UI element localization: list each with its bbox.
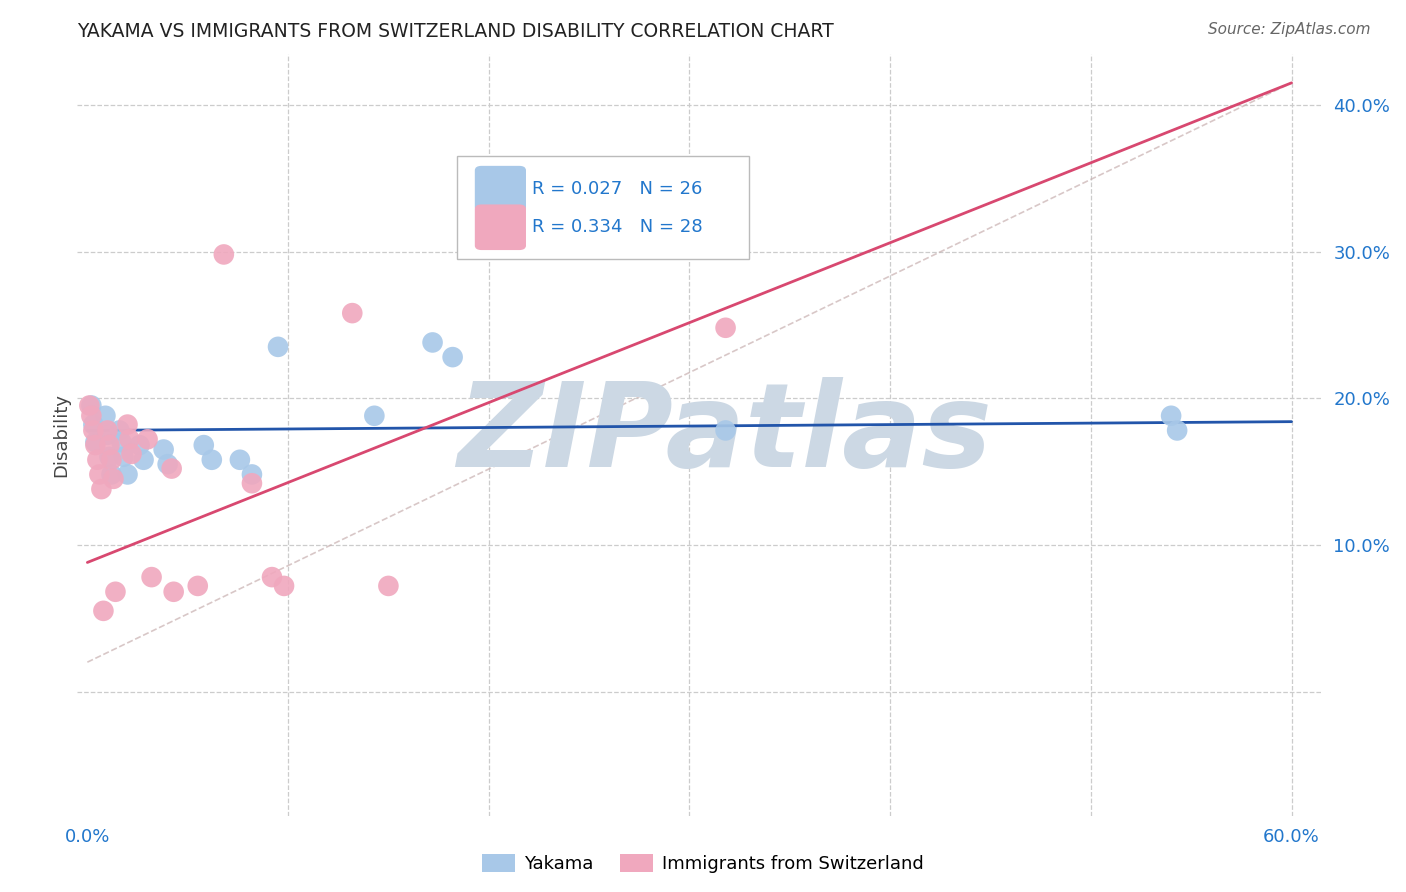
Point: [193, 438, 215, 452]
Point: [156, 457, 179, 471]
Point: [377, 579, 399, 593]
Point: [80, 409, 103, 423]
Point: [363, 409, 385, 423]
Point: [84, 435, 107, 450]
Point: [117, 467, 139, 482]
FancyBboxPatch shape: [475, 205, 526, 250]
Point: [89, 467, 111, 482]
Point: [112, 450, 135, 464]
Point: [128, 438, 150, 452]
Point: [98, 450, 121, 464]
Point: [714, 320, 737, 334]
Point: [80, 399, 103, 413]
Point: [84, 438, 107, 452]
Point: [136, 432, 159, 446]
Point: [104, 584, 127, 599]
FancyBboxPatch shape: [457, 156, 749, 260]
Point: [82, 417, 104, 432]
Point: [267, 340, 290, 354]
Point: [94, 409, 117, 423]
Text: YAKAMA VS IMMIGRANTS FROM SWITZERLAND DISABILITY CORRELATION CHART: YAKAMA VS IMMIGRANTS FROM SWITZERLAND DI…: [77, 22, 834, 41]
Text: ZIPatlas: ZIPatlas: [457, 377, 991, 492]
Point: [229, 452, 252, 467]
Text: R = 0.027   N = 26: R = 0.027 N = 26: [531, 179, 702, 198]
Point: [96, 428, 118, 442]
Point: [273, 579, 295, 593]
Point: [441, 350, 464, 364]
Point: [132, 452, 155, 467]
Point: [90, 482, 112, 496]
Point: [100, 467, 122, 482]
Point: [86, 452, 108, 467]
Point: [117, 417, 139, 432]
Point: [79, 399, 101, 413]
Point: [1160, 409, 1182, 423]
Point: [422, 335, 444, 350]
Point: [100, 452, 122, 467]
Legend: Yakama, Immigrants from Switzerland: Yakama, Immigrants from Switzerland: [475, 847, 931, 880]
Point: [163, 584, 186, 599]
Point: [103, 472, 125, 486]
Point: [121, 447, 143, 461]
Point: [152, 442, 174, 457]
Y-axis label: Disability: Disability: [52, 392, 70, 477]
Point: [240, 467, 263, 482]
Point: [160, 461, 183, 475]
Point: [141, 570, 163, 584]
Point: [82, 424, 104, 438]
Point: [98, 438, 121, 452]
Point: [342, 306, 364, 320]
FancyBboxPatch shape: [475, 167, 526, 211]
Point: [1166, 424, 1188, 438]
Text: Source: ZipAtlas.com: Source: ZipAtlas.com: [1208, 22, 1371, 37]
Point: [96, 424, 118, 438]
Point: [260, 570, 283, 584]
Point: [110, 435, 132, 450]
Point: [93, 604, 115, 618]
Point: [118, 432, 141, 446]
Point: [201, 452, 224, 467]
Point: [212, 247, 235, 261]
Point: [714, 424, 737, 438]
Point: [108, 424, 131, 438]
Text: R = 0.334   N = 28: R = 0.334 N = 28: [531, 219, 702, 236]
Point: [240, 476, 263, 491]
Point: [187, 579, 209, 593]
